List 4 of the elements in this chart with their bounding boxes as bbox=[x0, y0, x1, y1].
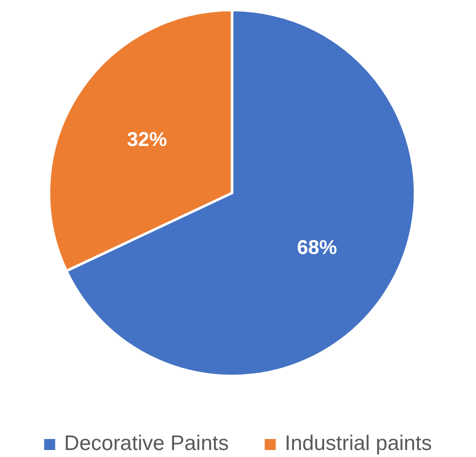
data-label: 68% bbox=[296, 236, 338, 259]
data-label: 32% bbox=[127, 129, 168, 152]
legend-label: Decorative Paints bbox=[64, 432, 229, 455]
legend-label: Industrial paints bbox=[284, 432, 432, 455]
